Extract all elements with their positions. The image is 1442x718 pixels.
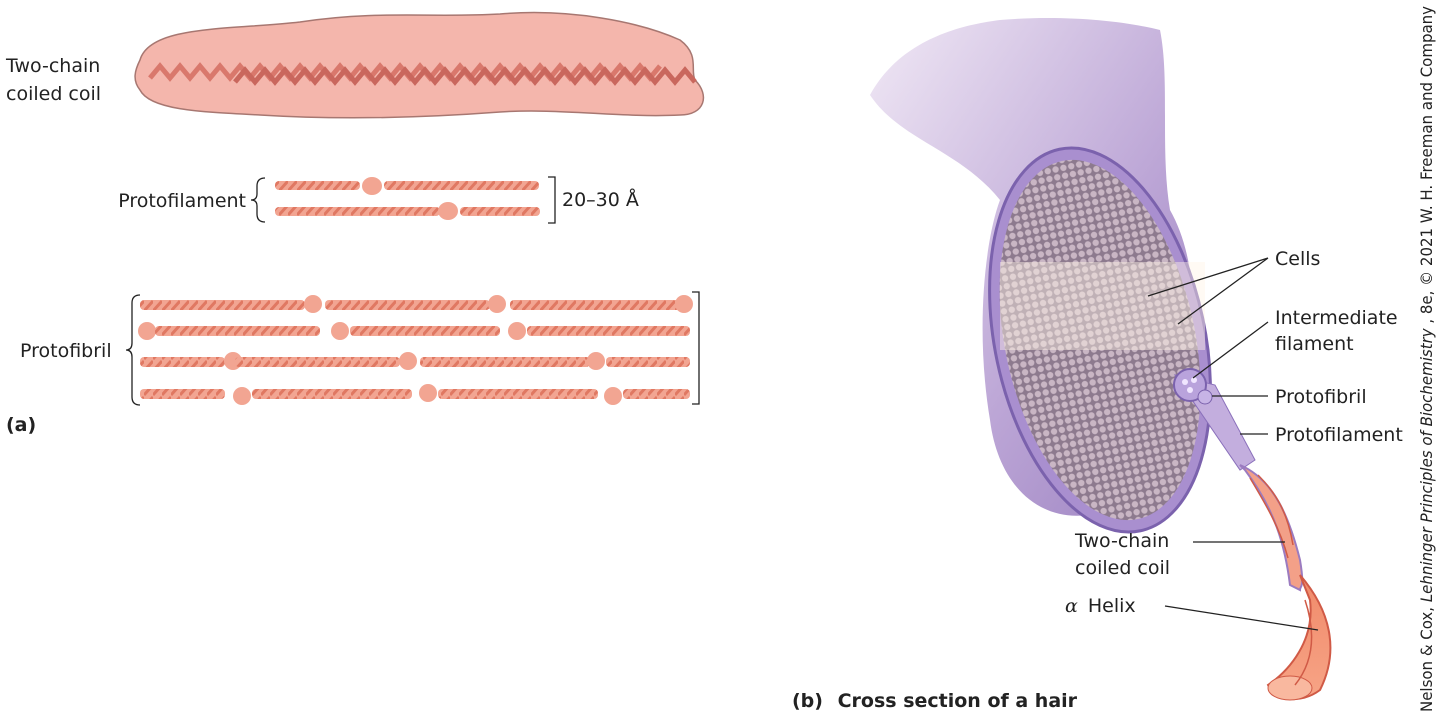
label-line: coiled coil — [1075, 557, 1170, 579]
panel-label: (b) — [792, 690, 823, 712]
helix-2 — [233, 66, 697, 86]
label-line: Intermediate — [1275, 307, 1398, 329]
label-line: coiled coil — [6, 83, 101, 105]
protofilament-label: Protofilament — [1275, 424, 1403, 446]
label-line: filament — [1275, 333, 1354, 355]
protofibril-label: Protofibril — [1275, 386, 1367, 408]
bracket — [692, 291, 700, 405]
brace — [125, 294, 141, 406]
protofilament — [275, 177, 540, 220]
label-line: Helix — [1088, 595, 1136, 617]
caption: (b) Cross section of a hair — [792, 690, 1078, 712]
credit-part: Nelson & Cox, — [1417, 602, 1436, 712]
intermediate-filament-label: Intermediate filament — [1275, 307, 1404, 355]
label-line: Two-chain — [1074, 530, 1169, 552]
credit-part: , 8e, © 2021 W. H. Freeman and Company — [1417, 6, 1436, 324]
protofibril-label: Protofibril — [20, 340, 112, 362]
protofibril — [138, 295, 693, 405]
width-label: 20–30 Å — [562, 188, 639, 211]
leader — [1192, 321, 1269, 379]
label-line: Two-chain — [5, 55, 100, 77]
bracket — [548, 176, 556, 224]
brace — [250, 177, 266, 223]
highlight-band — [1000, 262, 1205, 350]
protofilament-label: Protofilament — [118, 190, 246, 212]
label-line: α — [1065, 595, 1078, 617]
intermediate-filament — [1173, 368, 1332, 701]
leader — [1164, 605, 1319, 631]
cells — [999, 159, 1201, 521]
caption-text: Cross section of a hair — [838, 690, 1078, 712]
coiled-coil-label: Two-chain coiled coil — [5, 55, 106, 105]
panel-label: (a) — [6, 414, 36, 436]
alpha-helix-label: α Helix — [1065, 595, 1136, 617]
credit: Nelson & Cox, Lehninger Principles of Bi… — [1417, 6, 1436, 712]
cells-label: Cells — [1275, 248, 1320, 270]
coiled-coil-label: Two-chain coiled coil — [1074, 530, 1175, 579]
panel-a: Two-chain coiled coil Protofilament 20–3… — [5, 11, 705, 436]
panel-b: Cells Intermediate filament Protofibril … — [792, 18, 1404, 712]
leader — [1147, 257, 1269, 325]
credit-part: Lehninger Principles of Biochemistry — [1417, 328, 1436, 602]
